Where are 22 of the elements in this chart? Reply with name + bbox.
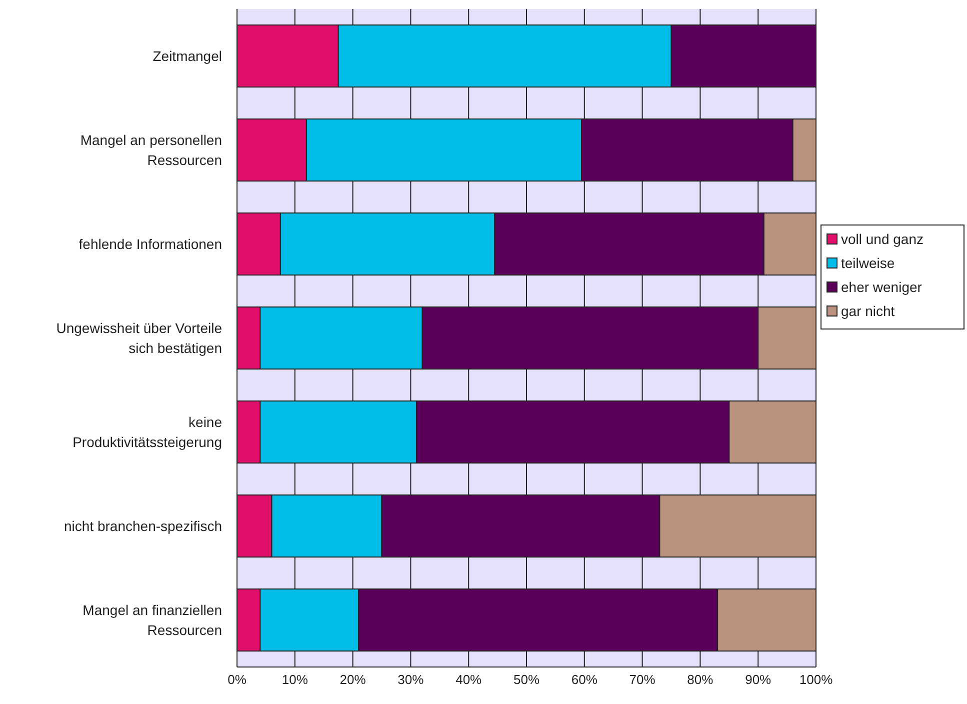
x-tick-label: 80%: [687, 672, 714, 688]
x-tick-label: 60%: [571, 672, 598, 688]
y-tick-label: fehlende Informationen: [78, 236, 222, 252]
legend-label: teilweise: [841, 255, 895, 271]
x-tick-label: 100%: [799, 672, 834, 688]
y-tick-label: Mangel an finanziellen Ressourcen: [82, 602, 222, 638]
x-tick-label: 40%: [456, 672, 482, 688]
x-tick-label: 0%: [228, 672, 247, 688]
y-tick-label: Ungewissheit über Vorteile sich bestätigen: [56, 320, 222, 356]
x-tick-label: 70%: [629, 672, 656, 688]
x-tick-label: 10%: [282, 672, 308, 688]
y-tick-label: Zeitmangel: [152, 48, 222, 64]
legend-label: gar nicht: [841, 303, 895, 319]
y-tick-label: keine Produktivitätssteigerung: [72, 414, 222, 450]
x-tick-label: 30%: [398, 672, 424, 688]
x-tick-label: 90%: [745, 672, 772, 688]
legend-label: voll und ganz: [841, 231, 924, 247]
legend-label: eher weniger: [841, 279, 922, 295]
y-tick-label: Mangel an personellen Ressourcen: [80, 132, 222, 168]
x-tick-label: 50%: [513, 672, 540, 688]
x-tick-label: 20%: [340, 672, 366, 688]
y-tick-label: nicht branchen-spezifisch: [64, 518, 222, 534]
